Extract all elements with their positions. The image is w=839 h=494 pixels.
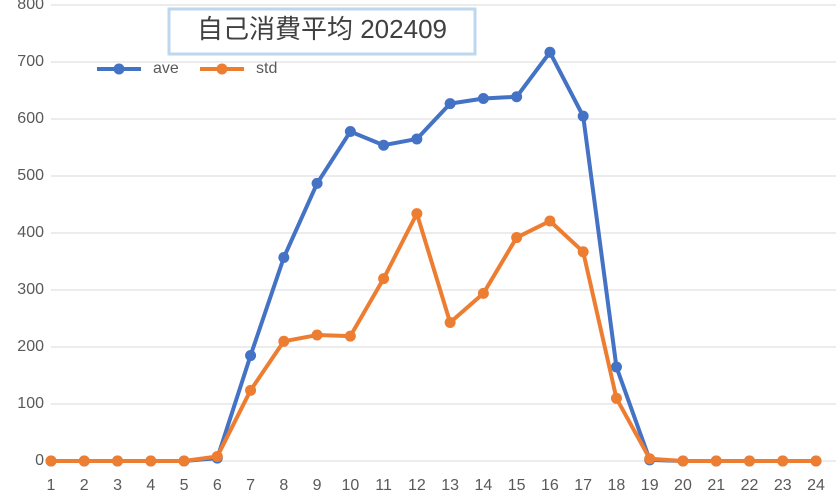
point <box>344 330 356 342</box>
legend-marker <box>113 63 125 75</box>
point <box>477 287 489 299</box>
x-tick-label: 18 <box>608 477 626 494</box>
x-tick-label: 12 <box>408 477 426 494</box>
point <box>743 455 755 467</box>
point <box>577 246 589 258</box>
point <box>444 98 456 110</box>
point <box>145 455 157 467</box>
x-tick-label: 20 <box>674 477 692 494</box>
x-tick-label: 4 <box>146 477 155 494</box>
point <box>544 46 556 58</box>
point <box>777 455 789 467</box>
x-tick-label: 24 <box>807 477 825 494</box>
point <box>311 177 323 189</box>
point <box>311 329 323 341</box>
legend-marker <box>216 63 228 75</box>
y-tick-label: 800 <box>17 0 44 13</box>
x-tick-label: 19 <box>641 477 659 494</box>
point <box>211 450 223 462</box>
legend-label: ave <box>153 60 179 77</box>
point <box>577 110 589 122</box>
y-tick-label: 200 <box>17 338 44 355</box>
chart-title: 自己消費平均 202409 <box>197 14 447 44</box>
point <box>411 133 423 145</box>
point <box>278 335 290 347</box>
x-tick-label: 3 <box>113 477 122 494</box>
point <box>411 208 423 220</box>
point <box>677 455 689 467</box>
x-tick-label: 7 <box>246 477 255 494</box>
x-tick-label: 10 <box>341 477 359 494</box>
y-tick-label: 600 <box>17 110 44 127</box>
point <box>511 91 523 103</box>
y-tick-label: 0 <box>35 452 44 469</box>
x-tick-label: 8 <box>279 477 288 494</box>
point <box>245 384 257 396</box>
point <box>78 455 90 467</box>
series-line <box>51 211 816 463</box>
point <box>178 455 190 467</box>
point <box>378 139 390 151</box>
point <box>378 273 390 285</box>
point <box>45 455 57 467</box>
x-tick-label: 9 <box>313 477 322 494</box>
title-box <box>167 7 477 56</box>
x-tick-label: 13 <box>441 477 459 494</box>
x-tick-label: 14 <box>474 477 492 494</box>
point <box>511 232 523 244</box>
point <box>477 92 489 104</box>
point <box>344 126 356 138</box>
point <box>610 361 622 373</box>
x-tick-label: 23 <box>774 477 792 494</box>
point <box>544 215 556 227</box>
point <box>810 455 822 467</box>
x-tick-label: 21 <box>707 477 725 494</box>
x-tick-label: 1 <box>47 477 56 494</box>
y-tick-label: 300 <box>17 281 44 298</box>
x-tick-label: 2 <box>80 477 89 494</box>
point <box>278 252 290 264</box>
x-tick-label: 6 <box>213 477 222 494</box>
y-tick-label: 400 <box>17 224 44 241</box>
point <box>444 316 456 328</box>
series-line <box>51 50 816 463</box>
x-tick-label: 22 <box>741 477 759 494</box>
x-tick-label: 17 <box>574 477 592 494</box>
x-tick-label: 11 <box>375 477 392 494</box>
y-tick-label: 500 <box>17 167 44 184</box>
y-tick-label: 100 <box>17 395 44 412</box>
point <box>112 455 124 467</box>
point <box>710 455 722 467</box>
x-tick-label: 5 <box>180 477 189 494</box>
x-tick-label: 16 <box>541 477 559 494</box>
y-tick-label: 700 <box>17 53 44 70</box>
point <box>610 392 622 404</box>
point <box>644 453 656 465</box>
point <box>245 350 257 362</box>
x-tick-label: 15 <box>508 477 526 494</box>
legend-label: std <box>256 60 277 77</box>
